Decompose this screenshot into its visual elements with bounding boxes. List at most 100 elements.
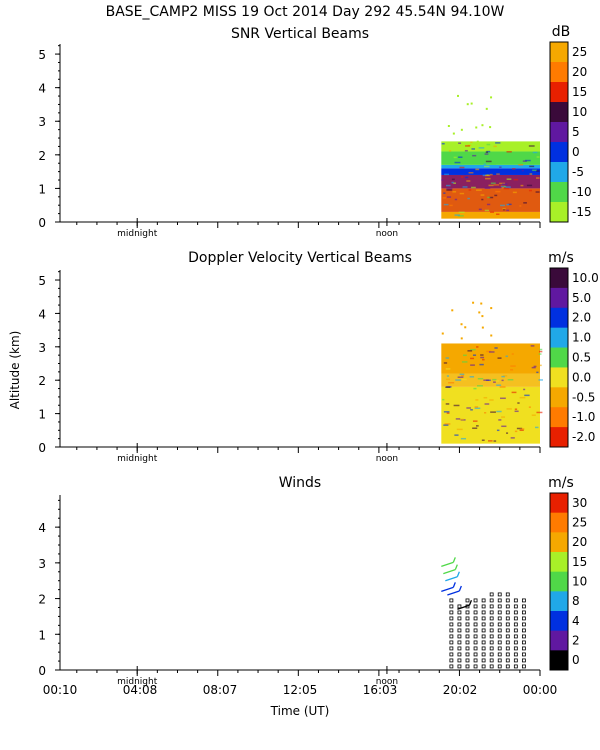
data-speckle: [468, 189, 472, 191]
wind-point: [449, 598, 454, 603]
y-tick-label: 3: [38, 115, 46, 129]
colorbar-swatch: [550, 122, 568, 143]
wind-point: [481, 658, 486, 663]
data-speckle: [528, 406, 531, 408]
wind-point: [505, 658, 510, 663]
wind-point: [457, 652, 462, 657]
colorbar-swatch: [550, 571, 568, 592]
data-speckle: [476, 140, 479, 143]
wind-point: [497, 616, 502, 621]
colorbar-swatch: [550, 650, 568, 671]
data-speckle: [493, 440, 497, 442]
wind-point: [473, 646, 478, 651]
data-speckle: [501, 379, 504, 382]
wind-barb: [443, 568, 456, 575]
colorbar-label: 10: [572, 105, 587, 119]
data-speckle: [460, 323, 463, 326]
wind-point: [505, 634, 510, 639]
wind-point: [513, 652, 518, 657]
colorbar-swatch: [550, 630, 568, 651]
data-speckle: [502, 208, 506, 211]
data-speckle: [442, 398, 445, 401]
wind-point: [497, 628, 502, 633]
colorbar-label: 15: [572, 85, 587, 99]
data-speckle: [481, 326, 484, 329]
data-speckle: [487, 196, 491, 199]
wind-point: [489, 664, 494, 669]
data-speckle: [445, 386, 451, 388]
data-speckle: [506, 408, 512, 410]
data-speckle: [457, 212, 461, 215]
colorbar-label: 2.0: [572, 311, 591, 325]
data-speckle: [461, 374, 465, 377]
data-speckle: [451, 181, 454, 184]
data-speckle: [483, 163, 486, 165]
wind-barb-flag: [456, 571, 460, 577]
data-speckle: [493, 184, 500, 186]
wind-point: [481, 634, 486, 639]
y-tick-label: 1: [38, 182, 46, 196]
wind-point: [521, 658, 526, 663]
data-layer: [441, 343, 540, 374]
data-speckle: [494, 347, 498, 349]
data-speckle: [519, 396, 526, 399]
data-speckle: [459, 192, 465, 195]
colorbar-swatch: [550, 347, 568, 368]
panel-title: Doppler Velocity Vertical Beams: [188, 250, 412, 266]
wind-point: [449, 652, 454, 657]
data-speckle: [486, 350, 492, 353]
wind-point: [513, 658, 518, 663]
data-speckle: [446, 189, 453, 191]
data-speckle: [470, 364, 475, 366]
data-layer: [441, 151, 540, 165]
data-speckle: [441, 179, 444, 181]
wind-point: [513, 634, 518, 639]
data-speckle: [514, 408, 518, 410]
wind-point: [513, 646, 518, 651]
data-speckle: [490, 307, 493, 310]
wind-point: [505, 640, 510, 645]
wind-barb-flag: [454, 564, 458, 570]
y-tick-label: 0: [38, 441, 46, 455]
y-tick-label: 0: [38, 216, 46, 230]
data-speckle: [456, 428, 463, 431]
data-speckle: [519, 205, 522, 207]
colorbar-swatch: [550, 591, 568, 612]
y-tick-label: 4: [38, 521, 46, 535]
data-speckle: [466, 407, 472, 409]
wind-point: [481, 640, 486, 645]
colorbar-label: 0: [572, 145, 580, 159]
data-speckle: [538, 350, 543, 353]
data-speckle: [476, 189, 482, 191]
data-speckle: [472, 154, 477, 157]
colorbar-label: -0.5: [572, 390, 595, 404]
wind-point: [457, 664, 462, 669]
colorbar-swatch: [550, 427, 568, 448]
wind-point: [489, 646, 494, 651]
data-speckle: [496, 173, 500, 175]
wind-point: [473, 640, 478, 645]
data-speckle: [490, 211, 495, 213]
data-speckle: [502, 183, 508, 185]
data-speckle: [472, 354, 477, 356]
data-speckle: [494, 153, 497, 156]
data-speckle: [444, 423, 451, 425]
data-speckle: [451, 309, 454, 312]
colorbar-label: 1.0: [572, 331, 591, 345]
wind-point: [457, 616, 462, 621]
wind-point: [481, 664, 486, 669]
data-speckle: [459, 166, 465, 169]
data-speckle: [483, 396, 488, 399]
data-speckle: [444, 173, 449, 176]
wind-point: [449, 664, 454, 669]
wind-barb: [441, 586, 454, 593]
data-speckle: [458, 211, 465, 214]
wind-point: [473, 622, 478, 627]
data-speckle: [529, 173, 533, 175]
colorbar-swatch: [550, 387, 568, 408]
data-speckle: [467, 197, 470, 200]
data-speckle: [525, 159, 531, 162]
data-speckle: [496, 410, 502, 413]
